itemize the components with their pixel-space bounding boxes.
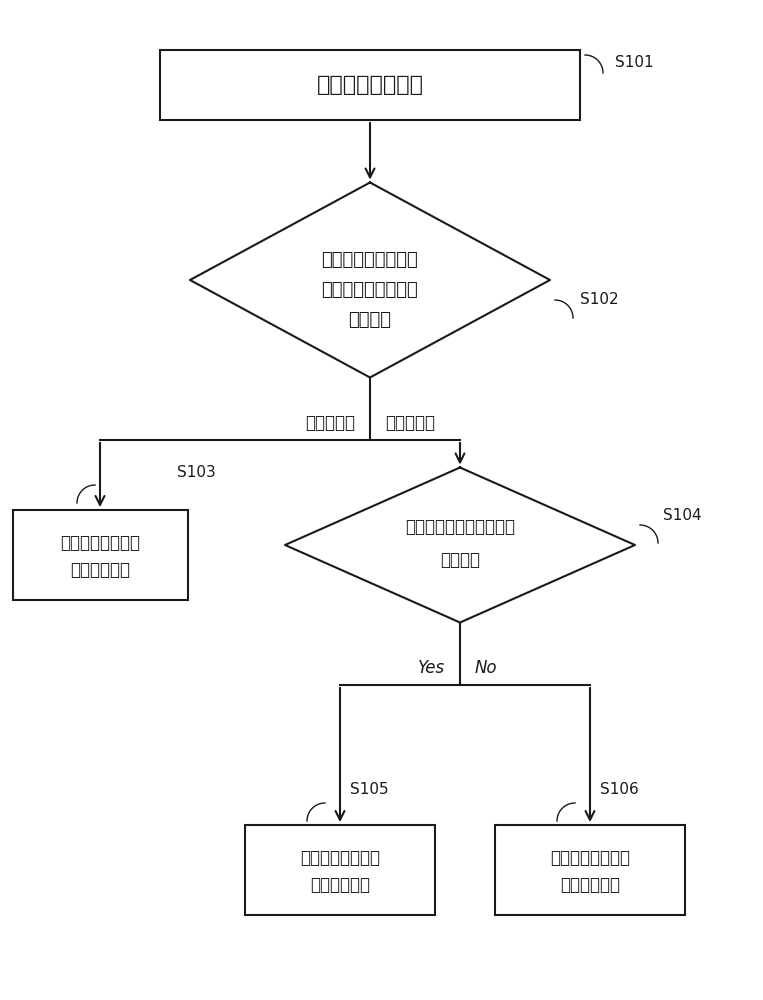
Text: S101: S101 <box>615 55 654 70</box>
Text: 用欠偏航控制: 用欠偏航控制 <box>310 876 370 894</box>
Text: 在偏航停止时，采: 在偏航停止时，采 <box>60 534 140 552</box>
Text: 在偏航停止时，采: 在偏航停止时，采 <box>300 849 380 867</box>
Text: 用欠偏航控制: 用欠偏航控制 <box>70 561 130 579</box>
Text: 动型风向: 动型风向 <box>349 311 391 329</box>
Bar <box>12 510 188 600</box>
Text: 判断所述趋势型风向是否: 判断所述趋势型风向是否 <box>405 518 515 536</box>
Polygon shape <box>285 468 635 622</box>
Bar <box>160 50 580 120</box>
Text: 为趋势型风向还是波: 为趋势型风向还是波 <box>322 281 418 299</box>
Text: 在偏航停止时，采: 在偏航停止时，采 <box>550 849 630 867</box>
Bar <box>495 825 685 915</box>
Text: S103: S103 <box>178 465 216 480</box>
Text: 趋势型风向: 趋势型风向 <box>385 414 435 432</box>
Bar <box>245 825 435 915</box>
Text: 为调头风: 为调头风 <box>440 551 480 569</box>
Text: No: No <box>475 659 497 677</box>
Text: S106: S106 <box>600 782 639 797</box>
Text: S104: S104 <box>663 508 702 522</box>
Text: S105: S105 <box>350 782 388 797</box>
Text: 采用风况识别方法: 采用风况识别方法 <box>317 75 423 95</box>
Text: 判断当前风向的类型: 判断当前风向的类型 <box>322 251 418 269</box>
Text: Yes: Yes <box>418 659 445 677</box>
Text: S102: S102 <box>580 292 619 308</box>
Polygon shape <box>190 182 550 377</box>
Text: 波动型风向: 波动型风向 <box>305 414 355 432</box>
Text: 用过偏航控制: 用过偏航控制 <box>560 876 620 894</box>
